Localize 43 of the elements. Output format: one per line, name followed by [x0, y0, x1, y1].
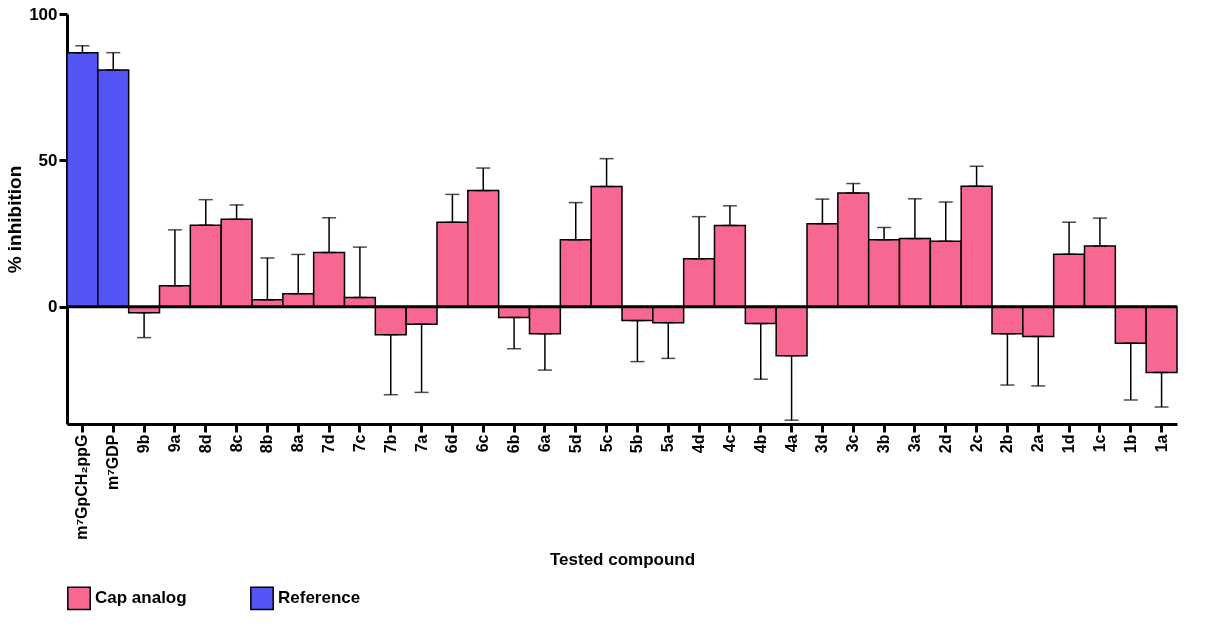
- x-tick-label: m⁷GpCH₂ppG: [73, 434, 91, 540]
- x-tick-label: 1a: [1152, 434, 1170, 453]
- x-tick-label: 4c: [720, 434, 738, 453]
- x-tick-label: 7b: [381, 434, 399, 454]
- x-tick-label: m⁷GDP: [104, 434, 122, 490]
- x-tick-label: 6b: [505, 434, 523, 454]
- x-axis-title: Tested compound: [549, 549, 696, 569]
- y-axis-title: % inhibition: [4, 165, 26, 274]
- x-tick-label: 7c: [350, 434, 368, 453]
- x-tick-label: 9b: [135, 434, 153, 454]
- x-tick-label: 6a: [535, 434, 553, 453]
- x-tick-label: 8d: [196, 434, 214, 454]
- y-tick-label: 100: [29, 4, 58, 24]
- x-tick-label: 2b: [998, 434, 1016, 454]
- x-tick-label: 2c: [967, 434, 985, 453]
- x-tick-label: 5c: [597, 434, 615, 453]
- x-tick-label: 5b: [628, 434, 646, 454]
- x-tick-label: 4d: [690, 434, 708, 454]
- x-tick-label: 1b: [1121, 434, 1139, 454]
- y-tick-label: 0: [48, 297, 58, 317]
- x-tick-label: 3d: [813, 434, 831, 454]
- x-tick-label: 7d: [320, 434, 338, 454]
- x-tick-label: 3a: [905, 434, 923, 453]
- y-tick-label: 50: [38, 150, 58, 170]
- x-tick-label: 6c: [474, 434, 492, 453]
- x-tick-label: 1d: [1060, 434, 1078, 454]
- x-tick-label: 3b: [875, 434, 893, 454]
- x-tick-label: 8a: [289, 434, 307, 453]
- x-tick-label: 7a: [412, 434, 430, 453]
- x-tick-label: 8b: [258, 434, 276, 454]
- x-tick-label: 3c: [844, 434, 862, 453]
- x-tick-label: 1c: [1090, 434, 1108, 453]
- x-tick-label: 4a: [782, 434, 800, 453]
- legend-label: Reference: [278, 588, 361, 608]
- x-tick-label: 5d: [566, 434, 584, 454]
- x-tick-label: 8c: [227, 434, 245, 453]
- x-tick-label: 2d: [936, 434, 954, 454]
- x-tick-label: 9a: [165, 434, 183, 453]
- x-tick-label: 2a: [1029, 434, 1047, 453]
- x-tick-label: 5a: [659, 434, 677, 453]
- x-tick-label: 4b: [751, 434, 769, 454]
- x-tick-label: 6d: [443, 434, 461, 454]
- legend-label: Cap analog: [95, 588, 187, 608]
